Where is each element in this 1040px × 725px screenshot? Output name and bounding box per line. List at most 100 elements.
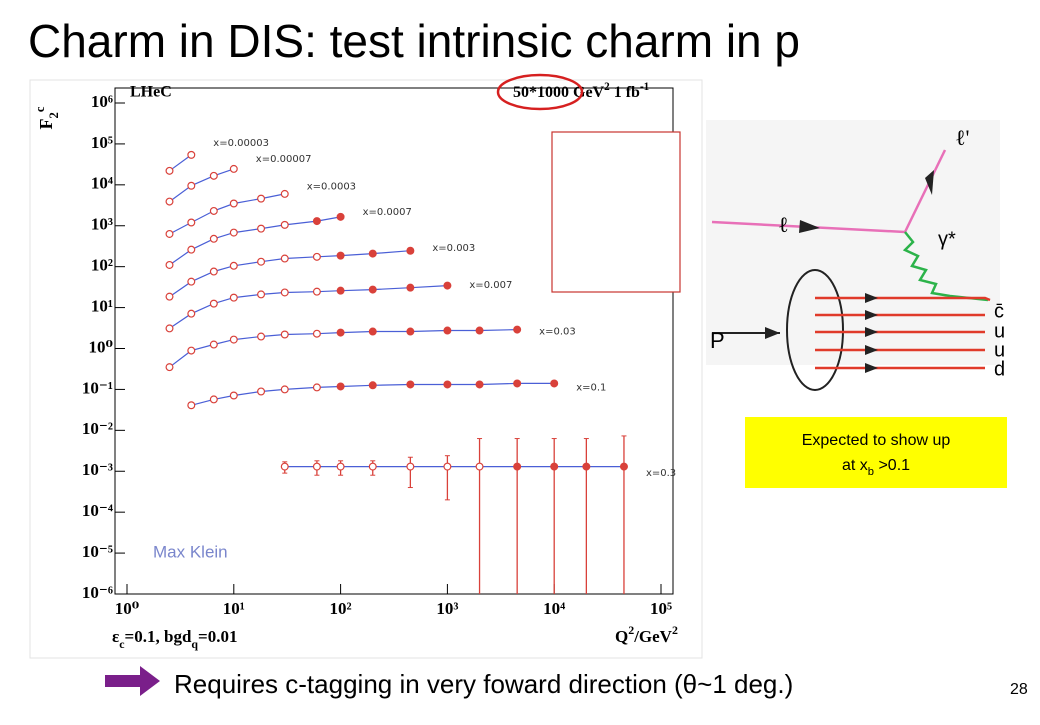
data-point xyxy=(209,206,218,215)
data-point xyxy=(443,281,452,290)
text-part: at x xyxy=(842,457,868,474)
data-point xyxy=(336,212,345,221)
series-label: x=0.3 xyxy=(646,468,676,479)
text-part: c xyxy=(119,637,124,651)
y-tick-label: 10⁵ xyxy=(91,133,113,152)
y-tick-label: 10⁻⁵ xyxy=(82,542,113,561)
data-point xyxy=(368,285,377,294)
arrow-head xyxy=(765,327,780,339)
text-part: 2 xyxy=(628,623,634,637)
data-point xyxy=(165,260,174,269)
data-point xyxy=(475,380,484,389)
diagram-label: d xyxy=(994,358,1005,380)
x-tick-label: 10⁰ xyxy=(115,599,139,618)
series-label: x=0.0007 xyxy=(363,207,412,218)
diagram-label: u xyxy=(994,339,1005,361)
data-point xyxy=(406,327,415,336)
diagram-label: u xyxy=(994,320,1005,342)
data-point xyxy=(257,290,266,299)
data-point xyxy=(165,363,174,372)
series-label: x=0.007 xyxy=(469,280,512,291)
data-point xyxy=(229,391,238,400)
proton-blob xyxy=(786,269,844,391)
data-point xyxy=(229,228,238,237)
data-point xyxy=(165,292,174,301)
data-point xyxy=(257,257,266,266)
diagram-label: γ* xyxy=(938,228,956,250)
data-point xyxy=(280,462,289,471)
data-point xyxy=(368,462,377,471)
x-tick-label: 10³ xyxy=(436,599,458,618)
data-point xyxy=(187,401,196,410)
data-point xyxy=(513,379,522,388)
data-point xyxy=(336,251,345,260)
y-axis-title: F2c xyxy=(33,106,61,129)
feynman-diagram: ℓ' ℓ γ* P c̄ u u d xyxy=(706,120,1005,391)
photon-line xyxy=(902,231,989,302)
text-part: 50*1000 GeV xyxy=(513,84,605,101)
data-point xyxy=(165,166,174,175)
text-part: 2 xyxy=(604,81,610,93)
data-point xyxy=(187,346,196,355)
data-point xyxy=(312,287,321,296)
data-point xyxy=(187,309,196,318)
experiment-label: LHeC xyxy=(130,84,172,101)
data-point xyxy=(406,380,415,389)
data-point xyxy=(406,246,415,255)
data-point xyxy=(550,462,559,471)
y-tick-label: 10² xyxy=(91,256,113,275)
data-point xyxy=(165,197,174,206)
text-part: =0.01 xyxy=(198,627,237,646)
y-tick-label: 10⁻² xyxy=(82,419,113,438)
footer-text: Requires c-tagging in very foward direct… xyxy=(174,669,793,699)
y-tick-label: 10⁶ xyxy=(91,92,113,111)
y-tick-label: 10⁰ xyxy=(89,337,113,356)
fit-curve xyxy=(169,250,411,298)
data-point xyxy=(187,277,196,286)
data-point xyxy=(257,194,266,203)
y-tick-label: 10⁻⁴ xyxy=(82,501,113,520)
arrow-head xyxy=(799,220,820,233)
arrow-head xyxy=(865,293,878,303)
text-part: -1 xyxy=(640,81,650,93)
text-part: b xyxy=(868,466,874,478)
data-point xyxy=(209,234,218,243)
note-text: at xb >0.1 xyxy=(842,457,910,478)
data-point xyxy=(165,324,174,333)
x-axis-title: Q2/GeV2 xyxy=(615,623,678,646)
note-text: Expected to show up xyxy=(802,432,951,449)
diagram-label: c̄ xyxy=(994,300,1004,322)
data-point xyxy=(443,326,452,335)
data-point xyxy=(336,382,345,391)
x-tick-label: 10⁵ xyxy=(650,599,672,618)
data-point xyxy=(229,261,238,270)
data-point xyxy=(280,288,289,297)
note-box xyxy=(745,417,1007,488)
data-point xyxy=(336,286,345,295)
data-point xyxy=(368,381,377,390)
text-part: >0.1 xyxy=(874,457,910,474)
data-point xyxy=(165,229,174,238)
data-point xyxy=(280,189,289,198)
arrow-head xyxy=(865,310,878,320)
bullet-arrow xyxy=(105,666,160,696)
text-part: F xyxy=(36,118,56,129)
data-point xyxy=(209,340,218,349)
data-point xyxy=(187,245,196,254)
y-tick-label: 10¹ xyxy=(91,296,113,315)
series-label: x=0.03 xyxy=(539,326,576,337)
series-label: x=0.0003 xyxy=(307,182,356,193)
x-tick-label: 10¹ xyxy=(223,599,245,618)
slide-title: Charm in DIS: test intrinsic charm in p xyxy=(28,15,800,67)
data-point xyxy=(619,462,628,471)
data-point xyxy=(280,330,289,339)
data-point xyxy=(312,383,321,392)
data-point xyxy=(336,462,345,471)
data-point xyxy=(475,462,484,471)
data-point xyxy=(443,462,452,471)
author-label: Max Klein xyxy=(153,542,228,561)
data-point xyxy=(209,299,218,308)
data-point xyxy=(187,218,196,227)
data-point xyxy=(513,325,522,334)
